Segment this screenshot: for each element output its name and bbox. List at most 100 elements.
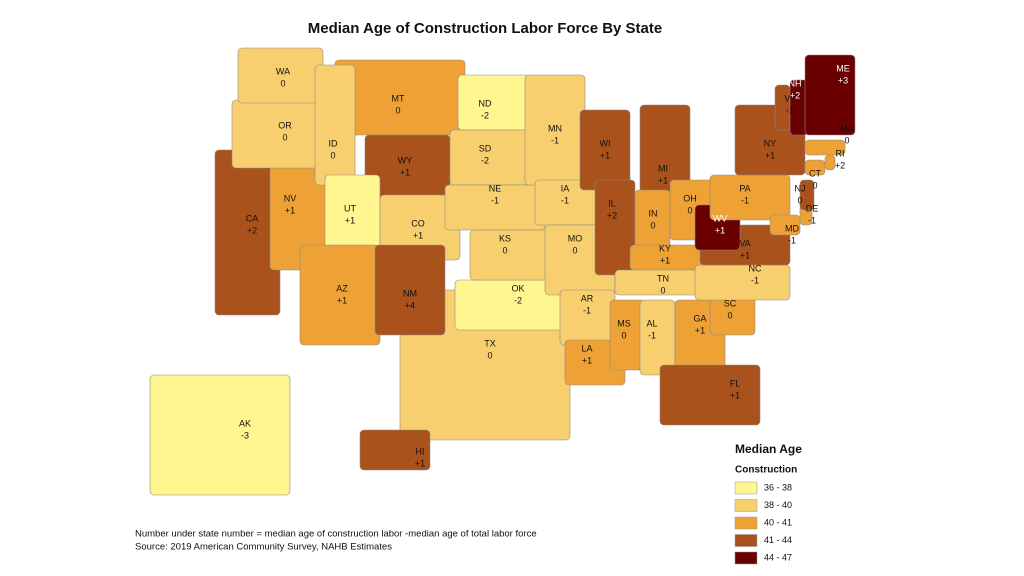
state-abbr: NM [403, 288, 417, 298]
state-abbr: UT [344, 203, 356, 213]
state-diff: +1 [400, 167, 410, 177]
state-abbr: WI [600, 138, 611, 148]
state-diff: +1 [658, 175, 668, 185]
legend-swatch [734, 499, 758, 512]
state [314, 64, 356, 186]
state-abbr: IA [561, 183, 570, 193]
state-diff: 0 [687, 205, 692, 215]
state-abbr: NE [489, 183, 502, 193]
state-diff: +1 [415, 458, 425, 468]
state-abbr: KY [659, 243, 671, 253]
state-abbr: ND [479, 98, 492, 108]
state-abbr: CO [411, 218, 425, 228]
state-diff: -1 [786, 105, 794, 115]
state [457, 74, 531, 131]
state-diff: 0 [280, 78, 285, 88]
state [824, 154, 836, 171]
state-abbr: NY [764, 138, 777, 148]
state-diff: 0 [797, 195, 802, 205]
state-diff: 0 [502, 245, 507, 255]
state-abbr: AZ [336, 283, 348, 293]
state-diff: 0 [727, 310, 732, 320]
state [359, 429, 431, 471]
legend-swatch [734, 551, 758, 565]
state-diff: +2 [247, 225, 257, 235]
state-diff: -1 [551, 135, 559, 145]
state-diff: -2 [481, 110, 489, 120]
state-abbr: AR [581, 293, 594, 303]
legend-subtitle: Construction [735, 465, 797, 476]
state-abbr: FL [730, 378, 741, 388]
state [231, 99, 321, 169]
state-diff: 0 [660, 285, 665, 295]
state-diff: +2 [607, 210, 617, 220]
state-abbr: NH [789, 78, 802, 88]
state [639, 299, 676, 376]
state-diff: 0 [621, 330, 626, 340]
state-abbr: SD [479, 143, 492, 153]
state-abbr: DE [806, 203, 819, 213]
state-diff: -1 [648, 330, 656, 340]
state-diff: -1 [583, 305, 591, 315]
state-diff: +2 [790, 90, 800, 100]
state-diff: 0 [487, 350, 492, 360]
state-diff: 0 [812, 180, 817, 190]
state-abbr: GA [693, 313, 706, 323]
state-abbr: NC [749, 263, 762, 273]
state [449, 129, 531, 186]
state-abbr: OR [278, 120, 292, 130]
state-diff: 0 [650, 220, 655, 230]
state-diff: 0 [395, 105, 400, 115]
state [469, 229, 556, 281]
state-abbr: IN [649, 208, 658, 218]
legend-label: 41 - 44 [764, 535, 792, 545]
state-abbr: VA [739, 238, 750, 248]
state-diff: -1 [561, 195, 569, 205]
state-diff: +1 [582, 355, 592, 365]
state-diff: -2 [481, 155, 489, 165]
state-abbr: NJ [795, 183, 806, 193]
state-abbr: AL [646, 318, 657, 328]
state-abbr: KS [499, 233, 511, 243]
state-diff: +1 [600, 150, 610, 160]
state-diff: +1 [730, 390, 740, 400]
state-diff: 0 [282, 132, 287, 142]
state-diff: +4 [405, 300, 415, 310]
state-diff: -1 [491, 195, 499, 205]
state [149, 374, 291, 496]
map-title: Median Age of Construction Labor Force B… [308, 20, 662, 37]
legend-swatch [734, 481, 758, 495]
footnote: Source: 2019 American Community Survey, … [135, 542, 392, 553]
state-abbr: MO [568, 233, 583, 243]
state-abbr: OH [683, 193, 697, 203]
state-diff: 0 [572, 245, 577, 255]
state-abbr: OK [511, 283, 524, 293]
state-abbr: MS [617, 318, 631, 328]
state-abbr: AK [239, 418, 251, 428]
state-diff: -2 [514, 295, 522, 305]
legend-swatch [734, 534, 758, 547]
state-abbr: ME [836, 63, 850, 73]
state-abbr: NV [284, 193, 297, 203]
state-abbr: WV [713, 213, 728, 223]
state [374, 244, 446, 336]
state [659, 364, 761, 426]
legend-label: 40 - 41 [764, 517, 792, 527]
state-abbr: RI [836, 148, 845, 158]
state-diff: -1 [808, 215, 816, 225]
state-abbr: ID [329, 138, 339, 148]
state-abbr: MT [392, 93, 405, 103]
state [594, 179, 636, 276]
state-abbr: IL [608, 198, 616, 208]
state-diff: +2 [835, 160, 845, 170]
state-diff: -1 [751, 275, 759, 285]
state [769, 214, 801, 236]
state-diff: +1 [660, 255, 670, 265]
legend-swatch [734, 516, 758, 530]
state-diff: 0 [330, 150, 335, 160]
state-diff: +1 [345, 215, 355, 225]
state-diff: +1 [285, 205, 295, 215]
state-abbr: HI [416, 446, 425, 456]
state-abbr: SC [724, 298, 737, 308]
